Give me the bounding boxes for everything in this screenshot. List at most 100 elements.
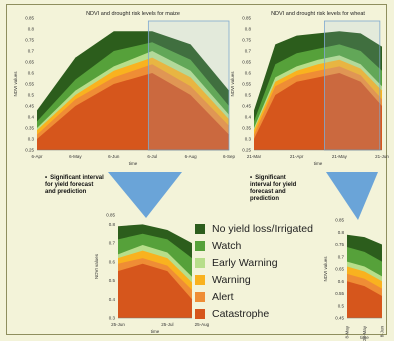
funnel-wheat bbox=[326, 172, 378, 220]
legend-label: Warning bbox=[212, 273, 251, 286]
wheat-zoom-y-tick: 0.75 bbox=[335, 242, 344, 247]
maize-zoom-y-tick: 0.5 bbox=[109, 278, 116, 283]
legend-item: Warning bbox=[195, 271, 325, 288]
maize-zoom-x-tick: 25-Jul bbox=[161, 322, 173, 327]
wheat-zoom-x-tick: 8-May bbox=[345, 325, 350, 338]
maize-zoom-y-tick: 0.7 bbox=[109, 241, 116, 246]
legend-label: Watch bbox=[212, 239, 242, 252]
wheat-forecast-window bbox=[323, 20, 381, 151]
maize-y-tick: 0.65 bbox=[25, 60, 34, 65]
wheat-zoom-y-tick: 0.5 bbox=[338, 303, 345, 308]
maize-x-tick: 6-Apr bbox=[31, 154, 43, 159]
maize-forecast-window bbox=[147, 20, 230, 151]
maize-y-tick: 0.75 bbox=[25, 38, 34, 43]
maize-y-tick: 0.6 bbox=[28, 71, 35, 76]
maize-y-tick: 0.8 bbox=[28, 27, 35, 32]
note-left: • Significant interval for yield forecast… bbox=[45, 175, 105, 196]
legend-item: Watch bbox=[195, 237, 325, 254]
maize-x-tick: 6-Jun bbox=[108, 154, 120, 159]
maize-zoom-y-tick: 0.4 bbox=[109, 297, 116, 302]
legend-item: Catastrophe bbox=[195, 305, 325, 322]
legend-swatch bbox=[195, 274, 205, 285]
maize-zoom-area-catastrophe bbox=[118, 263, 192, 318]
wheat-zoom-area-catastrophe bbox=[347, 281, 382, 318]
legend-label: No yield loss/Irrigated bbox=[212, 222, 313, 235]
wheat-zoom-y-tick: 0.65 bbox=[335, 267, 344, 272]
wheat-zoom-y-tick: 0.6 bbox=[338, 279, 345, 284]
maize-y-tick: 0.7 bbox=[28, 49, 35, 54]
maize-chart: NDVI and drought risk levels for maize 0.… bbox=[13, 11, 235, 166]
wheat-zoom-x-tick: 8-Jun bbox=[380, 326, 385, 338]
legend: No yield loss/Irrigated Watch Early Warn… bbox=[195, 220, 325, 322]
maize-zoom-y-tick: 0.3 bbox=[109, 316, 116, 321]
wheat-y-tick: 0.8 bbox=[245, 27, 252, 32]
legend-swatch bbox=[195, 257, 205, 268]
maize-x-tick: 6-May bbox=[69, 154, 82, 159]
wheat-zoom-y-tick: 0.8 bbox=[338, 230, 345, 235]
maize-zoom-chart: 0.85 0.8 0.7 0.6 0.5 0.4 0.325-Jun 25-Jul 25-Aug… bbox=[94, 213, 210, 335]
wheat-y-tick: 0.55 bbox=[242, 82, 251, 87]
legend-swatch bbox=[195, 240, 205, 251]
maize-y-tick: 0.35 bbox=[25, 126, 34, 131]
legend-item: No yield loss/Irrigated bbox=[195, 220, 325, 237]
wheat-zoom-y-tick: 0.7 bbox=[338, 254, 345, 259]
maize-y-tick: 0.3 bbox=[28, 137, 35, 142]
legend-swatch bbox=[195, 308, 205, 319]
wheat-zoom-y-tick: 0.55 bbox=[335, 291, 344, 296]
wheat-zoom-y-tick: 0.85 bbox=[335, 218, 344, 223]
wheat-y-label: NDVI values bbox=[230, 71, 235, 97]
legend-swatch bbox=[195, 291, 205, 302]
maize-title: NDVI and drought risk levels for maize bbox=[86, 11, 180, 17]
note-left-text: Significant interval for yield forecast … bbox=[45, 175, 104, 195]
wheat-chart: NDVI and drought risk levels for wheat 0.… bbox=[230, 11, 389, 166]
maize-zoom-y-tick: 0.6 bbox=[109, 259, 116, 264]
wheat-area-catastrophe bbox=[254, 73, 382, 150]
maize-area-catastrophe bbox=[37, 73, 229, 150]
maize-zoom-x-tick: 25-Jun bbox=[111, 322, 125, 327]
wheat-zoom-x-label: time bbox=[360, 335, 369, 340]
maize-y-tick: 0.45 bbox=[25, 104, 34, 109]
wheat-y-tick: 0.25 bbox=[242, 148, 251, 153]
maize-x-tick: 6-Jul bbox=[147, 154, 157, 159]
maize-y-tick: 0.25 bbox=[25, 148, 34, 153]
legend-label: Catastrophe bbox=[212, 307, 270, 320]
maize-x-tick: 6-Aug bbox=[185, 154, 198, 159]
maize-x-label: time bbox=[129, 161, 138, 166]
wheat-y-tick: 0.7 bbox=[245, 49, 252, 54]
note-right-bullet: • bbox=[250, 175, 253, 181]
wheat-title: NDVI and drought risk levels for wheat bbox=[271, 11, 365, 17]
wheat-y-tick: 0.35 bbox=[242, 126, 251, 131]
wheat-zoom-chart: 0.85 0.8 0.75 0.7 0.65 0.6 0.55 0.5 0.458-May 28-… bbox=[323, 218, 385, 341]
wheat-y-tick: 0.4 bbox=[245, 115, 252, 120]
maize-y-tick: 0.55 bbox=[25, 82, 34, 87]
legend-item: Alert bbox=[195, 288, 325, 305]
legend-label: Early Warning bbox=[212, 256, 278, 269]
legend-label: Alert bbox=[212, 290, 234, 303]
maize-x-tick: 6-Sep bbox=[223, 154, 236, 159]
note-right-text: Significant interval for yield forecast … bbox=[250, 175, 297, 202]
maize-y-label: NDVI values bbox=[13, 71, 18, 97]
wheat-x-tick: 21-Apr bbox=[290, 154, 304, 159]
wheat-zoom-y-label: NDVI values bbox=[323, 256, 328, 282]
wheat-x-label: time bbox=[314, 161, 323, 166]
wheat-y-tick: 0.75 bbox=[242, 38, 251, 43]
maize-y-tick: 0.4 bbox=[28, 115, 35, 120]
wheat-x-tick: 21-Jun bbox=[375, 154, 389, 159]
wheat-y-tick: 0.3 bbox=[245, 137, 252, 142]
wheat-x-tick: 21-Mar bbox=[247, 154, 262, 159]
legend-item: Early Warning bbox=[195, 254, 325, 271]
maize-zoom-y-tick: 0.8 bbox=[109, 222, 116, 227]
funnel-maize bbox=[108, 172, 182, 218]
legend-swatch bbox=[195, 223, 205, 234]
figure-frame bbox=[6, 4, 387, 335]
maize-y-tick: 0.85 bbox=[25, 16, 34, 21]
wheat-zoom-y-tick: 0.45 bbox=[335, 316, 344, 321]
maize-y-tick: 0.5 bbox=[28, 93, 35, 98]
note-left-bullet: • bbox=[45, 175, 48, 181]
wheat-y-tick: 0.6 bbox=[245, 71, 252, 76]
wheat-y-tick: 0.5 bbox=[245, 93, 252, 98]
wheat-y-tick: 0.65 bbox=[242, 60, 251, 65]
maize-zoom-x-label: time bbox=[151, 329, 160, 334]
